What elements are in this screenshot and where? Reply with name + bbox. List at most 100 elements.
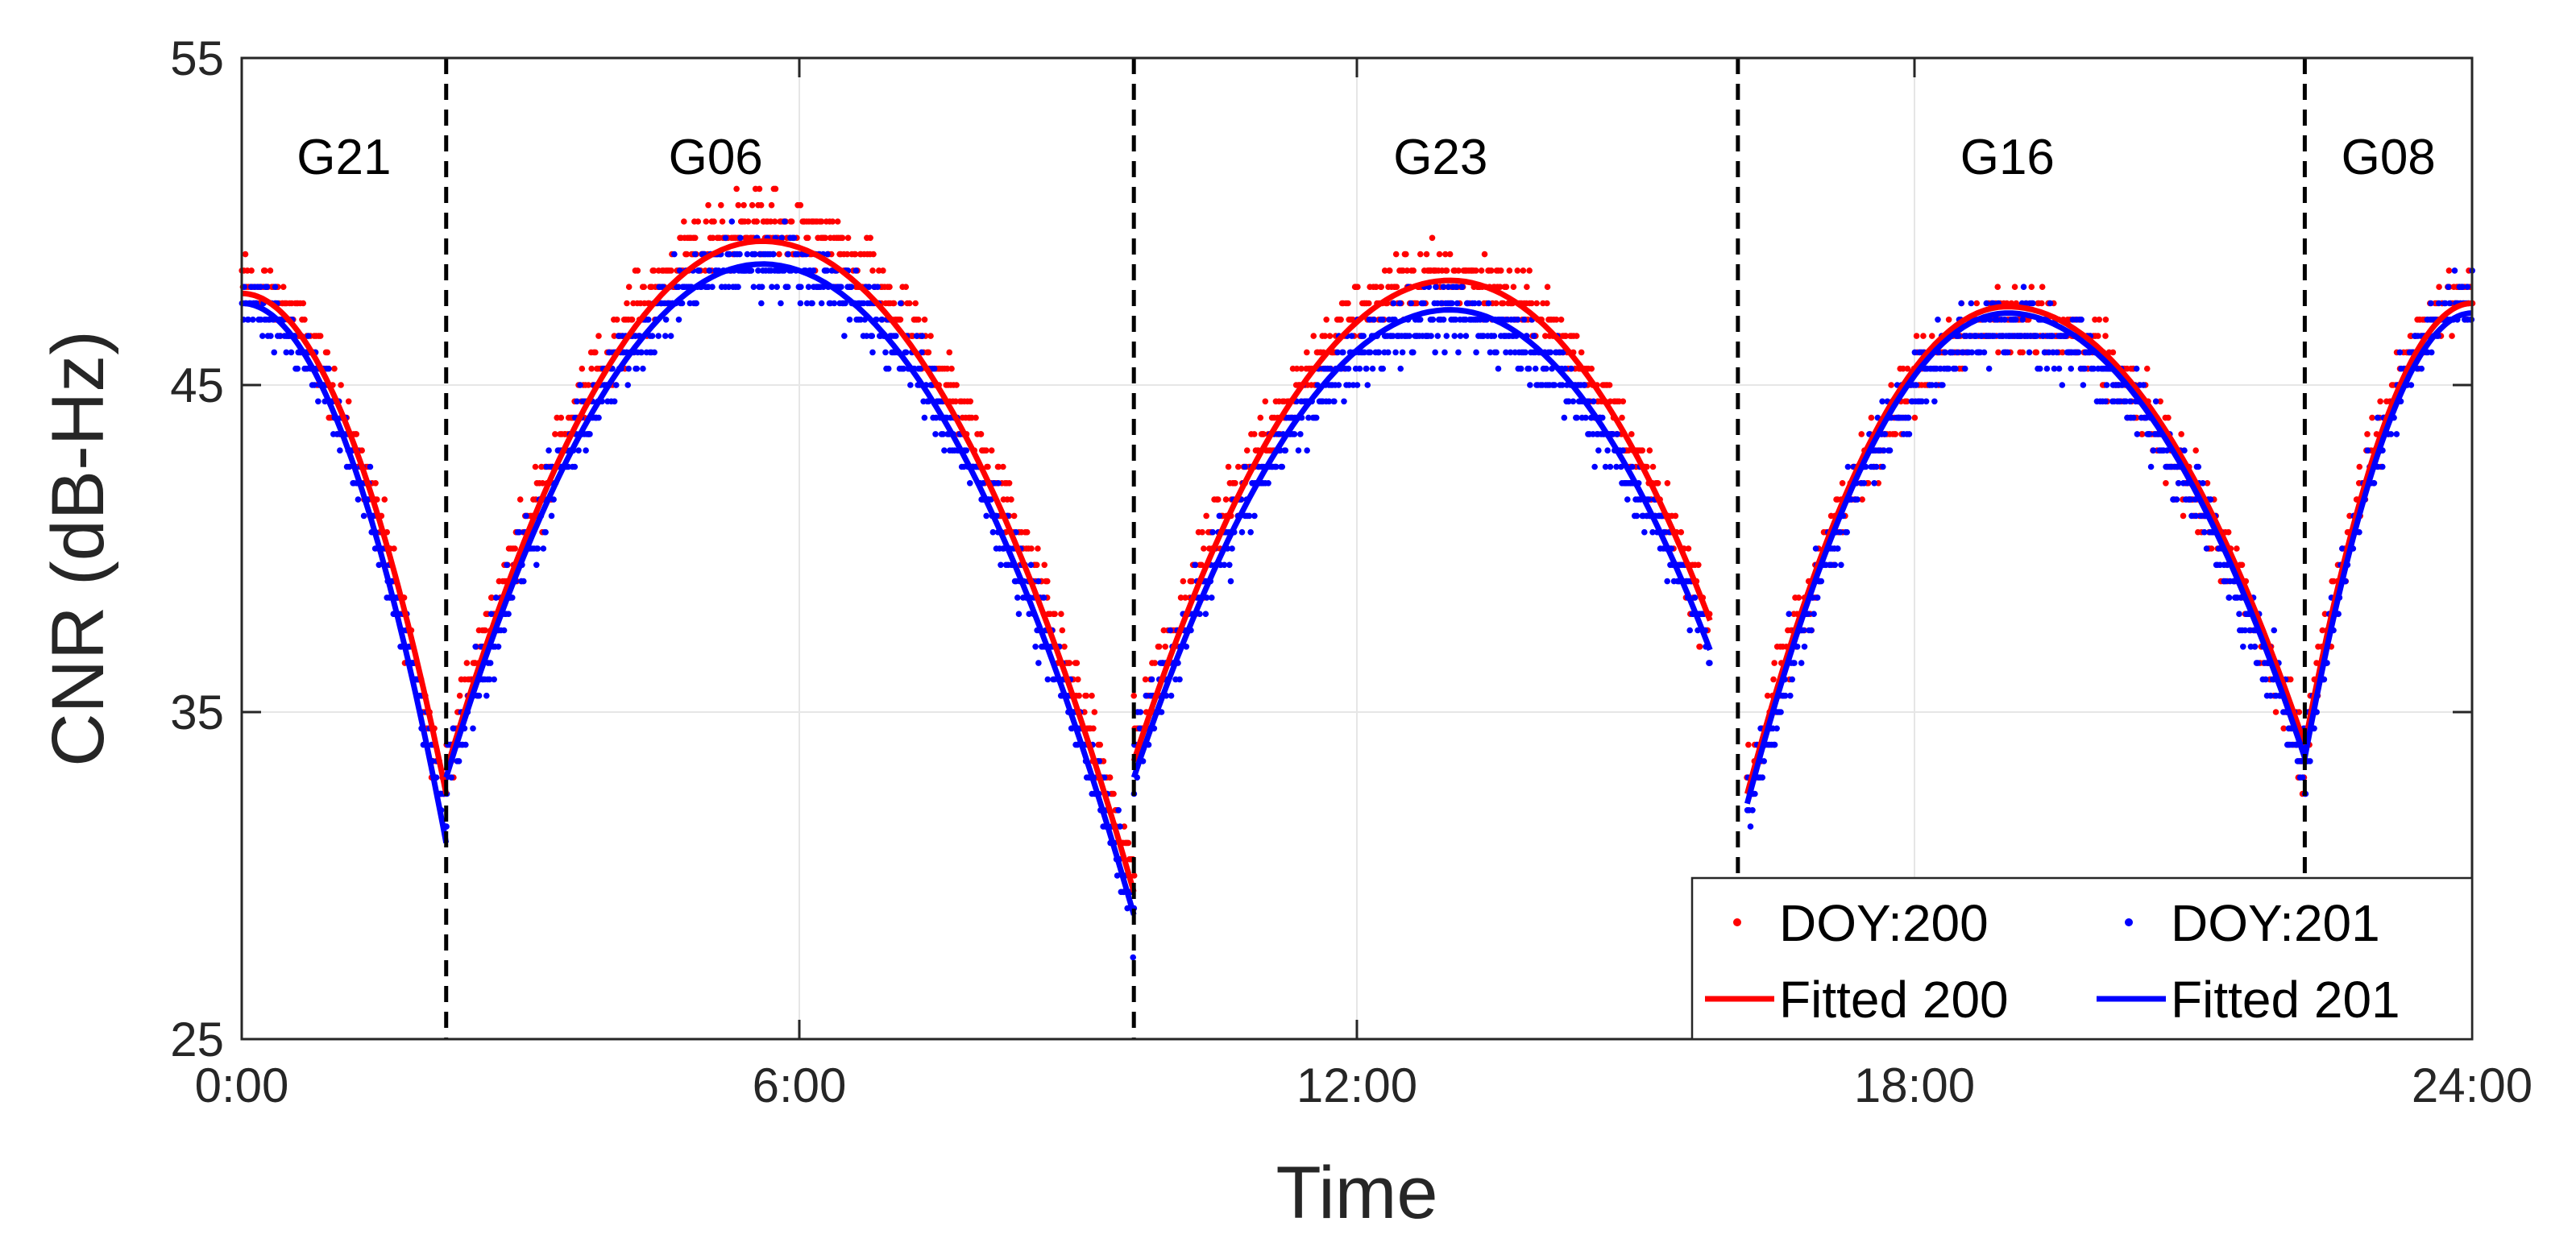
data-point: [1752, 790, 1758, 797]
data-point: [2047, 300, 2054, 307]
data-point: [967, 398, 974, 405]
data-point: [583, 447, 589, 454]
data-point: [1495, 365, 1502, 372]
data-point: [2134, 431, 2141, 437]
data-point: [1354, 284, 1361, 291]
data-point: [831, 300, 838, 307]
data-point: [1985, 365, 1993, 372]
data-point: [487, 660, 494, 666]
data-point: [1338, 317, 1344, 323]
data-point: [1276, 431, 1282, 437]
data-point: [1506, 267, 1513, 274]
data-point: [1900, 365, 1906, 372]
data-point: [250, 317, 256, 323]
data-point: [863, 333, 870, 339]
data-point: [1624, 496, 1631, 503]
data-point: [1340, 349, 1346, 356]
data-point: [711, 218, 717, 225]
data-point: [1903, 398, 1910, 405]
data-point: [1786, 611, 1792, 617]
data-point: [1678, 528, 1685, 536]
data-point: [1443, 267, 1450, 274]
data-point: [1771, 741, 1778, 748]
data-point: [985, 463, 991, 470]
data-point: [810, 267, 817, 274]
data-point: [2150, 447, 2157, 454]
data-point: [776, 251, 782, 258]
data-point: [1527, 382, 1533, 388]
data-point: [1747, 823, 1754, 830]
data-point: [1356, 365, 1363, 372]
data-point: [1142, 676, 1149, 683]
data-point: [1451, 333, 1458, 339]
data-point: [533, 561, 540, 569]
data-point: [952, 398, 959, 405]
data-point: [1939, 382, 1946, 388]
data-point: [2028, 284, 2035, 291]
data-point: [1782, 692, 1789, 699]
y-axis-title: CNR (dB-Hz): [37, 330, 119, 767]
data-point: [2026, 349, 2033, 356]
data-point: [932, 431, 939, 437]
data-point: [655, 333, 662, 339]
data-point: [492, 594, 500, 601]
data-point: [381, 496, 388, 503]
data-point: [534, 545, 541, 552]
data-point: [1385, 349, 1392, 356]
data-point: [2126, 398, 2134, 405]
data-point: [805, 284, 812, 291]
data-point: [1558, 317, 1565, 323]
data-point: [1293, 365, 1300, 372]
data-point: [1913, 382, 1919, 388]
data-point: [846, 317, 853, 323]
data-point: [1789, 676, 1795, 683]
data-point: [301, 317, 308, 323]
data-point: [1798, 660, 1805, 666]
data-point: [2045, 349, 2052, 356]
data-point: [305, 333, 312, 339]
data-point: [1649, 528, 1656, 536]
satellite-labels: G21 G06 G23 G16 G08: [297, 130, 2436, 185]
data-point: [359, 447, 365, 454]
data-point: [641, 284, 648, 291]
data-point: [651, 349, 657, 356]
data-point: [897, 300, 904, 307]
data-point: [772, 185, 779, 193]
data-point: [1547, 349, 1554, 356]
data-point: [1436, 251, 1443, 258]
data-point: [1533, 300, 1540, 307]
data-point: [2004, 349, 2011, 356]
data-point: [2068, 365, 2075, 372]
data-point: [2094, 333, 2101, 339]
data-point: [1568, 365, 1574, 372]
data-point: [778, 234, 785, 242]
data-point: [2379, 463, 2386, 470]
data-point: [2203, 545, 2210, 552]
data-point: [1633, 512, 1641, 520]
data-point: [2296, 709, 2303, 715]
data-point: [1366, 317, 1373, 323]
data-point: [592, 349, 599, 356]
data-point: [768, 201, 775, 209]
data-point: [2133, 365, 2140, 372]
data-point: [375, 561, 383, 569]
data-point: [1083, 692, 1090, 699]
data-point: [1968, 300, 1975, 307]
data-point: [372, 480, 379, 487]
data-point: [744, 251, 751, 258]
data-point: [778, 300, 784, 307]
data-point: [1379, 365, 1387, 372]
data-point: [2011, 284, 2018, 291]
x-tick-label: 6:00: [753, 1058, 847, 1112]
data-point: [2287, 676, 2294, 683]
data-point: [1074, 676, 1081, 683]
data-point: [705, 201, 711, 209]
satellite-label-g21: G21: [297, 130, 391, 185]
data-point: [1599, 414, 1606, 421]
data-point: [2075, 349, 2082, 356]
data-point: [1100, 758, 1107, 764]
data-point: [977, 431, 985, 437]
data-point: [1188, 578, 1196, 585]
data-point: [1238, 528, 1246, 536]
data-point: [634, 267, 641, 274]
